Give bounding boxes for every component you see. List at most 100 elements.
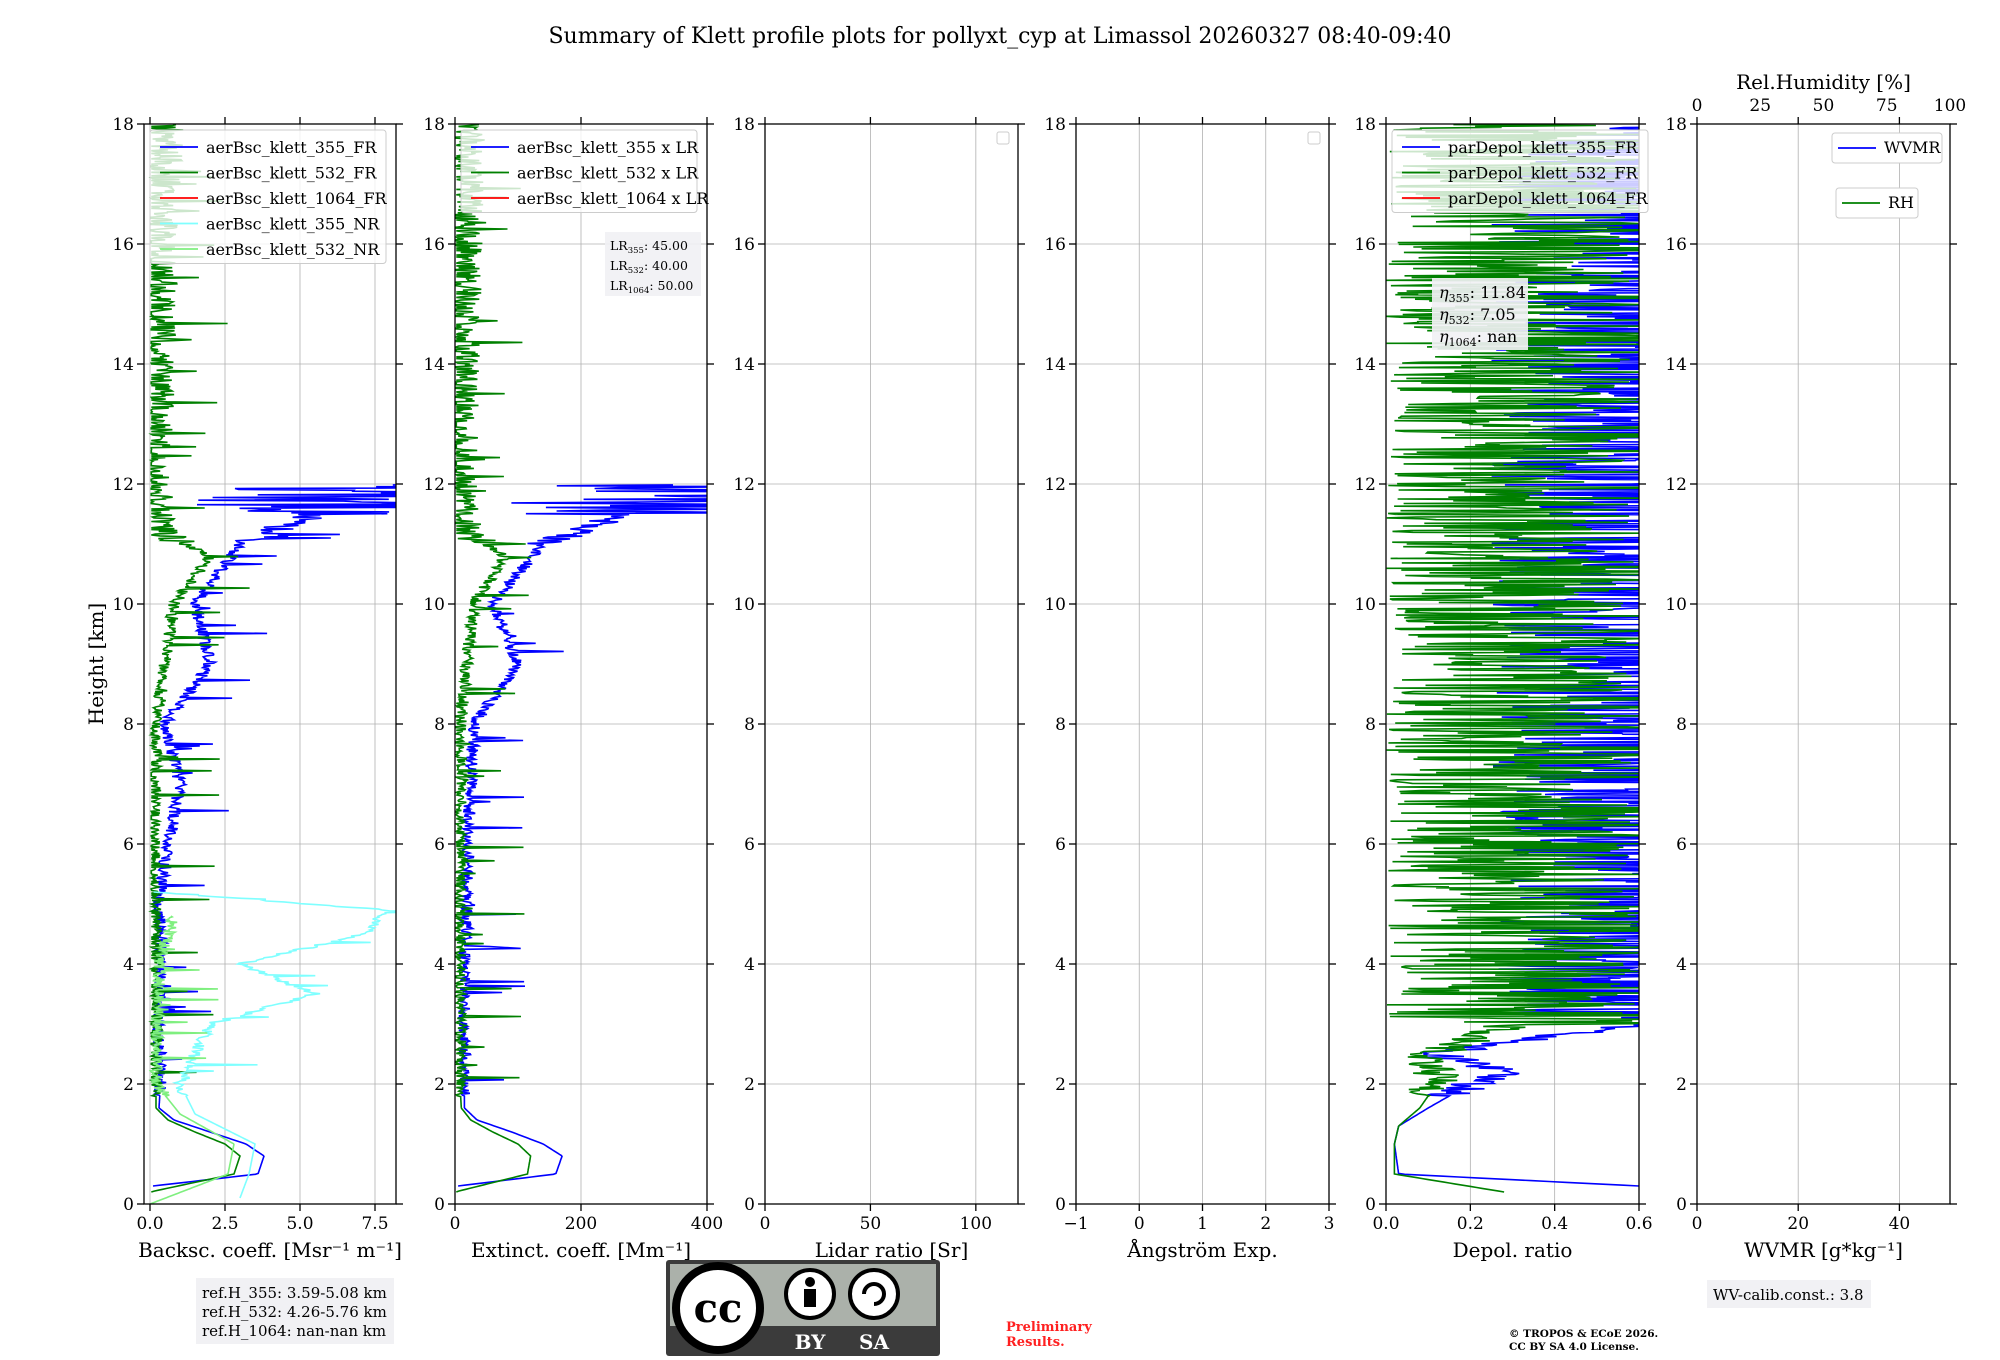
legend-box [1391,129,1649,213]
y-tick-label: 4 [434,955,445,975]
y-tick-label: 0 [123,1195,134,1215]
eta-text: η355: 11.84 [1439,283,1526,305]
y-tick-label: 8 [434,715,445,735]
legend-depol: parDepol_klett_355_FR parDepol_klett_532_… [1391,129,1649,213]
y-tick-label: 14 [423,355,445,375]
legend-box [1831,132,1943,164]
y-tick-label: 8 [744,715,755,735]
y-tick-label: 6 [1055,835,1066,855]
y-tick-label: 4 [1055,955,1066,975]
x-tick-label: 50 [860,1214,882,1234]
lidar-ratio-text: LR1064: 50.00 [610,278,693,296]
y-tick-label: 12 [1044,475,1066,495]
legend-label-aerBsc_klett_532_NR: aerBsc_klett_532_NR [206,240,380,259]
x-tick-label: 0.6 [1625,1214,1652,1234]
y-tick-label: 18 [733,115,755,135]
y-tick-label: 16 [733,235,755,255]
y-tick-label: 8 [123,715,134,735]
lidar-ratio-box [605,232,701,296]
x-tick-label: 0 [760,1214,771,1234]
y-tick-label: 16 [112,235,134,255]
y-tick-label: 18 [1354,115,1376,135]
y-tick-label: 12 [1665,475,1687,495]
y-tick-label: 8 [1055,715,1066,735]
legend-label-aerBsc_klett_355 x LR: aerBsc_klett_355 x LR [517,138,699,157]
legend-label-parDepol_klett_532_FR: parDepol_klett_532_FR [1448,164,1639,183]
y-tick-label: 16 [1044,235,1066,255]
y-tick-label: 10 [1044,595,1066,615]
axes-frame [1385,123,1640,1205]
y-tick-label: 6 [1676,835,1687,855]
ref-height-box-bg [196,1278,394,1344]
preliminary-line-2: Results. [1006,1335,1065,1350]
x-tick-label: 7.5 [361,1214,388,1234]
top-tick-label: 0 [1692,96,1703,116]
legend-label-WVMR: WVMR [1884,138,1941,157]
y-tick-label: 12 [1354,475,1376,495]
legend-box [149,129,387,264]
lidar-ratio-text: LR355: 45.00 [610,238,688,256]
legend-label-aerBsc_klett_355_FR: aerBsc_klett_355_FR [206,138,377,157]
y-tick-label: 12 [112,475,134,495]
y-tick-label: 14 [733,355,755,375]
x-tick-label: 5.0 [286,1214,313,1234]
y-tick-label: 14 [112,355,134,375]
lidar-ratio-text: LR532: 40.00 [610,258,688,276]
legend-WVMR: WVMR [1831,132,1943,164]
y-tick-label: 0 [1055,1195,1066,1215]
y-tick-label: 8 [1365,715,1376,735]
sa-label: SA [859,1330,889,1354]
series-line-aerBsc_klett_355 x LR [456,484,707,1187]
by-person-body-icon [804,1289,816,1307]
ref-height-355: ref.H_355: 3.59-5.08 km [202,1284,387,1302]
x-axis-label: WVMR [g*kg⁻¹] [1744,1238,1903,1262]
y-axis-label: Height [km] [84,603,108,725]
axes-frame [764,123,1019,1205]
series-line-aerBsc_klett_355_NR [153,891,396,1199]
y-tick-label: 2 [1676,1075,1687,1095]
wv-calib-box: WV-calib.const.: 3.8 [1707,1280,1871,1308]
x-tick-label: 400 [691,1214,723,1234]
ref-height-1064: ref.H_1064: nan-nan km [202,1322,386,1340]
y-tick-label: 10 [733,595,755,615]
eta-box [1432,278,1528,350]
x-tick-label: 1 [1197,1214,1208,1234]
panel-backscatter: 0 2 4 6 8 10 12 14 16 18 0.0 2.5 5.0 7.5 Backsc. coeff… [84,115,403,1262]
ref-height-532: ref.H_532: 4.26-5.76 km [202,1303,387,1321]
y-tick-label: 4 [1676,955,1687,975]
y-tick-label: 2 [744,1075,755,1095]
legend-label-RH: RH [1888,193,1914,212]
by-label: BY [795,1330,827,1354]
sa-arrow-icon [862,1282,886,1306]
x-axis-label: Depol. ratio [1453,1238,1573,1262]
series-line-parDepol_klett_355_FR [1393,126,1639,1187]
top-tick-label: 50 [1813,96,1835,116]
y-tick-label: 8 [1676,715,1687,735]
empty-legend-box [1307,131,1321,145]
x-tick-label: 100 [960,1214,992,1234]
x-tick-label: 20 [1787,1214,1809,1234]
y-tick-label: 6 [744,835,755,855]
legend-label-parDepol_klett_1064_FR: parDepol_klett_1064_FR [1448,189,1649,208]
y-tick-label: 14 [1665,355,1687,375]
y-tick-label: 18 [1044,115,1066,135]
y-tick-label: 4 [123,955,134,975]
axes-frame [143,123,397,1205]
legend-label-aerBsc_klett_532_FR: aerBsc_klett_532_FR [206,164,377,183]
y-tick-label: 4 [1365,955,1376,975]
x-tick-label: 0 [1134,1214,1145,1234]
legend-label-aerBsc_klett_532 x LR: aerBsc_klett_532 x LR [517,164,699,183]
y-tick-label: 16 [1354,235,1376,255]
series-layer-backscatter [148,124,396,1204]
ref-height-box: ref.H_355: 3.59-5.08 km ref.H_532: 4.26-… [196,1278,394,1344]
eta-text: η1064: nan [1439,327,1517,349]
legend-box [460,129,698,213]
series-line-aerBsc_klett_532_NR [148,915,235,1204]
x-tick-label: 0 [1692,1214,1703,1234]
top-tick-label: 75 [1876,96,1898,116]
x-axis-label: Extinct. coeff. [Mm⁻¹] [471,1238,691,1262]
